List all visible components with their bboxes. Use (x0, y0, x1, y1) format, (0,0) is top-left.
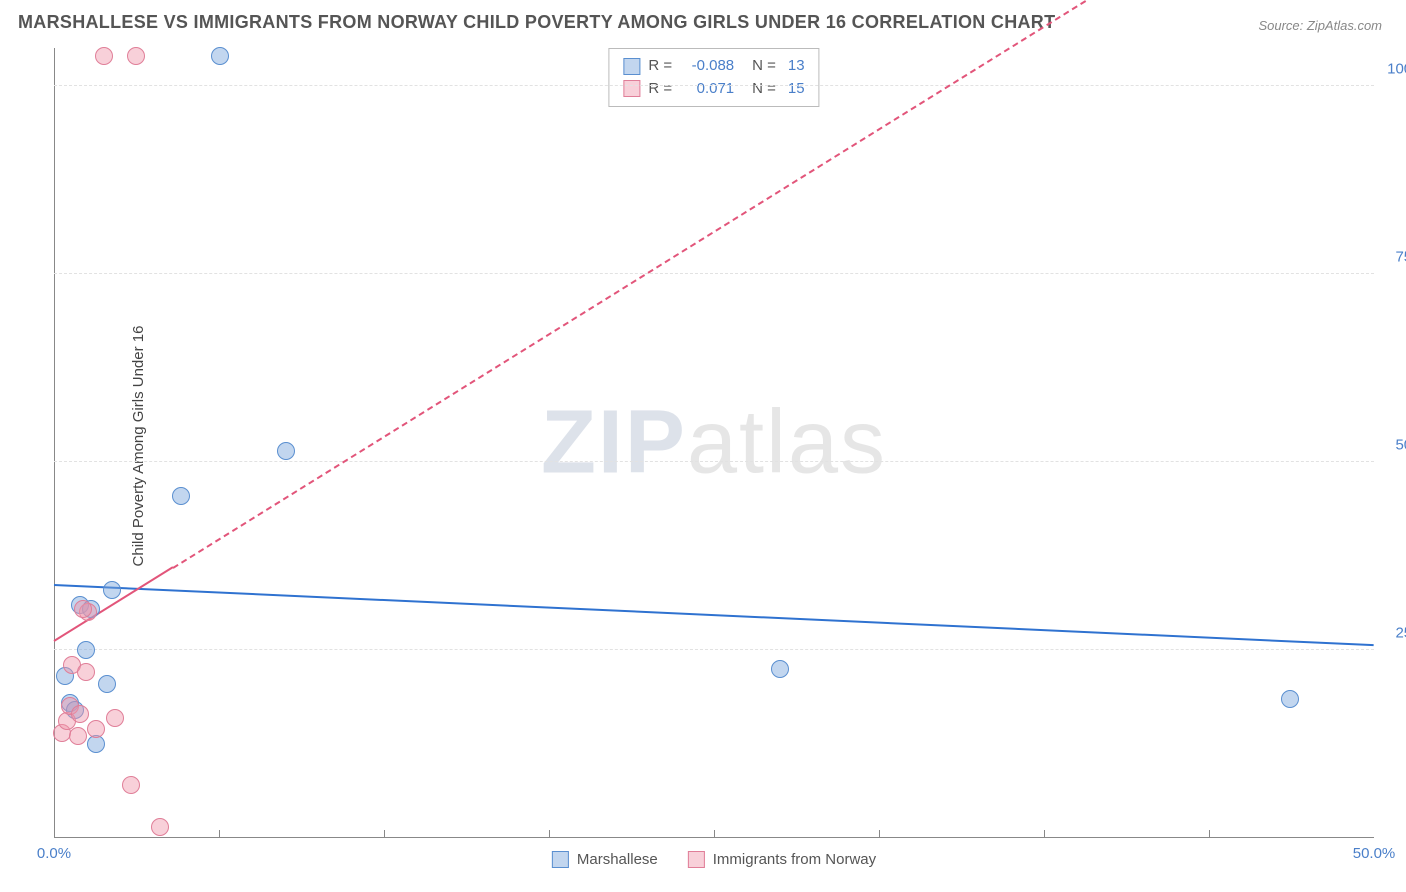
data-point (69, 727, 87, 745)
stats-legend: R = -0.088 N = 13 R = 0.071 N = 15 (608, 48, 819, 107)
n-value: 13 (788, 55, 805, 78)
gridline (54, 461, 1374, 462)
series-name: Marshallese (577, 851, 658, 868)
y-tick-label: 75.0% (1395, 248, 1406, 265)
data-point (211, 47, 229, 65)
watermark-zip: ZIP (541, 393, 687, 493)
r-value: 0.071 (680, 78, 734, 101)
series-legend-item: Marshallese (552, 851, 658, 868)
x-minor-tick (879, 830, 880, 838)
x-minor-tick (714, 830, 715, 838)
watermark: ZIPatlas (541, 392, 887, 495)
data-point (77, 663, 95, 681)
series-legend: Marshallese Immigrants from Norway (552, 851, 876, 868)
data-point (771, 660, 789, 678)
legend-swatch (623, 58, 640, 75)
data-point (71, 705, 89, 723)
data-point (103, 581, 121, 599)
x-minor-tick (1209, 830, 1210, 838)
data-point (1281, 690, 1299, 708)
data-point (122, 776, 140, 794)
y-tick-label: 100.0% (1387, 60, 1406, 77)
watermark-atlas: atlas (687, 393, 887, 493)
legend-swatch (623, 80, 640, 97)
gridline (54, 649, 1374, 650)
data-point (151, 818, 169, 836)
legend-swatch (688, 851, 705, 868)
data-point (172, 487, 190, 505)
data-point (77, 641, 95, 659)
x-tick-label: 50.0% (1353, 845, 1396, 862)
data-point (95, 47, 113, 65)
gridline (54, 273, 1374, 274)
x-minor-tick (219, 830, 220, 838)
y-axis-line (54, 48, 55, 838)
trend-line (54, 584, 1374, 646)
y-tick-label: 50.0% (1395, 436, 1406, 453)
data-point (74, 600, 92, 618)
n-label: N = (752, 55, 776, 78)
data-point (277, 442, 295, 460)
y-tick-label: 25.0% (1395, 624, 1406, 641)
chart-title: MARSHALLESE VS IMMIGRANTS FROM NORWAY CH… (18, 12, 1055, 33)
x-tick-label: 0.0% (37, 845, 71, 862)
x-minor-tick (384, 830, 385, 838)
n-value: 15 (788, 78, 805, 101)
data-point (127, 47, 145, 65)
data-point (98, 675, 116, 693)
r-label: R = (648, 78, 672, 101)
r-label: R = (648, 55, 672, 78)
x-minor-tick (1044, 830, 1045, 838)
chart-plot-area: ZIPatlas R =-0.088N =13R =0.071N =15 Mar… (54, 48, 1374, 838)
stats-legend-row: R = 0.071 N = 15 (623, 78, 804, 101)
series-legend-item: Immigrants from Norway (688, 851, 876, 868)
r-value: -0.088 (680, 55, 734, 78)
gridline (54, 85, 1374, 86)
data-point (87, 720, 105, 738)
n-label: N = (752, 78, 776, 101)
source-attribution: Source: ZipAtlas.com (1258, 18, 1382, 33)
series-name: Immigrants from Norway (713, 851, 876, 868)
data-point (106, 709, 124, 727)
legend-swatch (552, 851, 569, 868)
x-minor-tick (549, 830, 550, 838)
stats-legend-row: R = -0.088 N = 13 (623, 55, 804, 78)
